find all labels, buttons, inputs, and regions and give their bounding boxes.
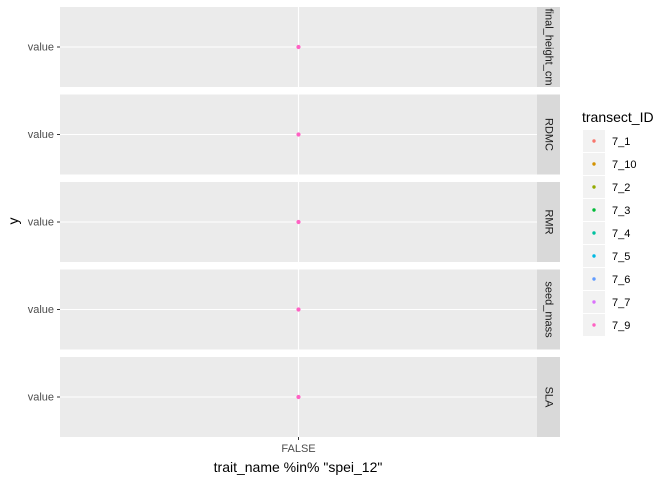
facet-strip [537, 357, 560, 437]
facet-strip-label: seed_mass [543, 281, 555, 338]
legend-marker [592, 162, 596, 166]
legend-label: 7_3 [612, 205, 630, 217]
legend-entry: 7_2 [583, 176, 630, 198]
facet-strip-label: RDMC [543, 118, 555, 151]
legend-label: 7_9 [612, 320, 630, 332]
legend: transect_ID 7_1 7_10 7_2 7_3 7_4 7_5 7_6 7_7 7_9 [582, 109, 654, 336]
y-tick-label: value [28, 217, 54, 229]
legend-label: 7_5 [612, 251, 630, 263]
facet-panel: value RMR [28, 182, 560, 262]
legend-marker [592, 139, 596, 143]
legend-marker [592, 185, 596, 189]
facet-panel: value seed_mass [28, 269, 560, 350]
y-tick-label: value [28, 304, 54, 316]
facet-strip-label: RMR [543, 209, 555, 234]
legend-label: 7_7 [612, 297, 630, 309]
legend-entry: 7_6 [583, 268, 630, 290]
legend-marker [592, 208, 596, 212]
legend-label: 7_4 [612, 228, 630, 240]
legend-marker [592, 277, 596, 281]
y-tick-label: value [28, 42, 54, 54]
legend-label: 7_6 [612, 274, 630, 286]
legend-entry: 7_4 [583, 222, 630, 244]
data-point [296, 44, 301, 50]
data-point [296, 219, 301, 225]
data-point [296, 394, 301, 400]
legend-marker [592, 231, 596, 235]
facet-panel: value SLA [28, 357, 560, 437]
facet-strip [537, 94, 560, 175]
facet-panel: value RDMC [28, 94, 560, 175]
facet-strip-label: SLA [543, 387, 555, 408]
facet-strip-label: final_height_cm [543, 8, 555, 85]
data-point [296, 307, 301, 312]
legend-marker [592, 323, 596, 327]
facet-strip [537, 182, 560, 262]
facet-strip [537, 269, 560, 350]
legend-entry: 7_10 [583, 153, 636, 175]
legend-label: 7_10 [612, 159, 636, 171]
y-tick-label: value [28, 129, 54, 141]
y-axis-label: y [5, 218, 21, 225]
legend-label: 7_1 [612, 136, 630, 148]
facet-panel: value final_height_cm [28, 7, 560, 87]
legend-title: transect_ID [582, 109, 654, 125]
legend-entry: 7_5 [583, 245, 630, 267]
legend-marker [592, 254, 596, 258]
legend-entry: 7_3 [583, 199, 630, 221]
legend-entry: 7_1 [583, 130, 630, 152]
legend-entry: 7_9 [583, 314, 630, 336]
y-tick-label: value [28, 392, 54, 404]
x-tick-label: FALSE [281, 443, 315, 455]
legend-entry: 7_7 [583, 291, 630, 313]
legend-marker [592, 300, 596, 304]
legend-label: 7_2 [612, 182, 630, 194]
x-axis-label: trait_name %in% "spei_12" [214, 459, 383, 475]
facet-strip [537, 7, 560, 87]
data-point [296, 132, 301, 137]
